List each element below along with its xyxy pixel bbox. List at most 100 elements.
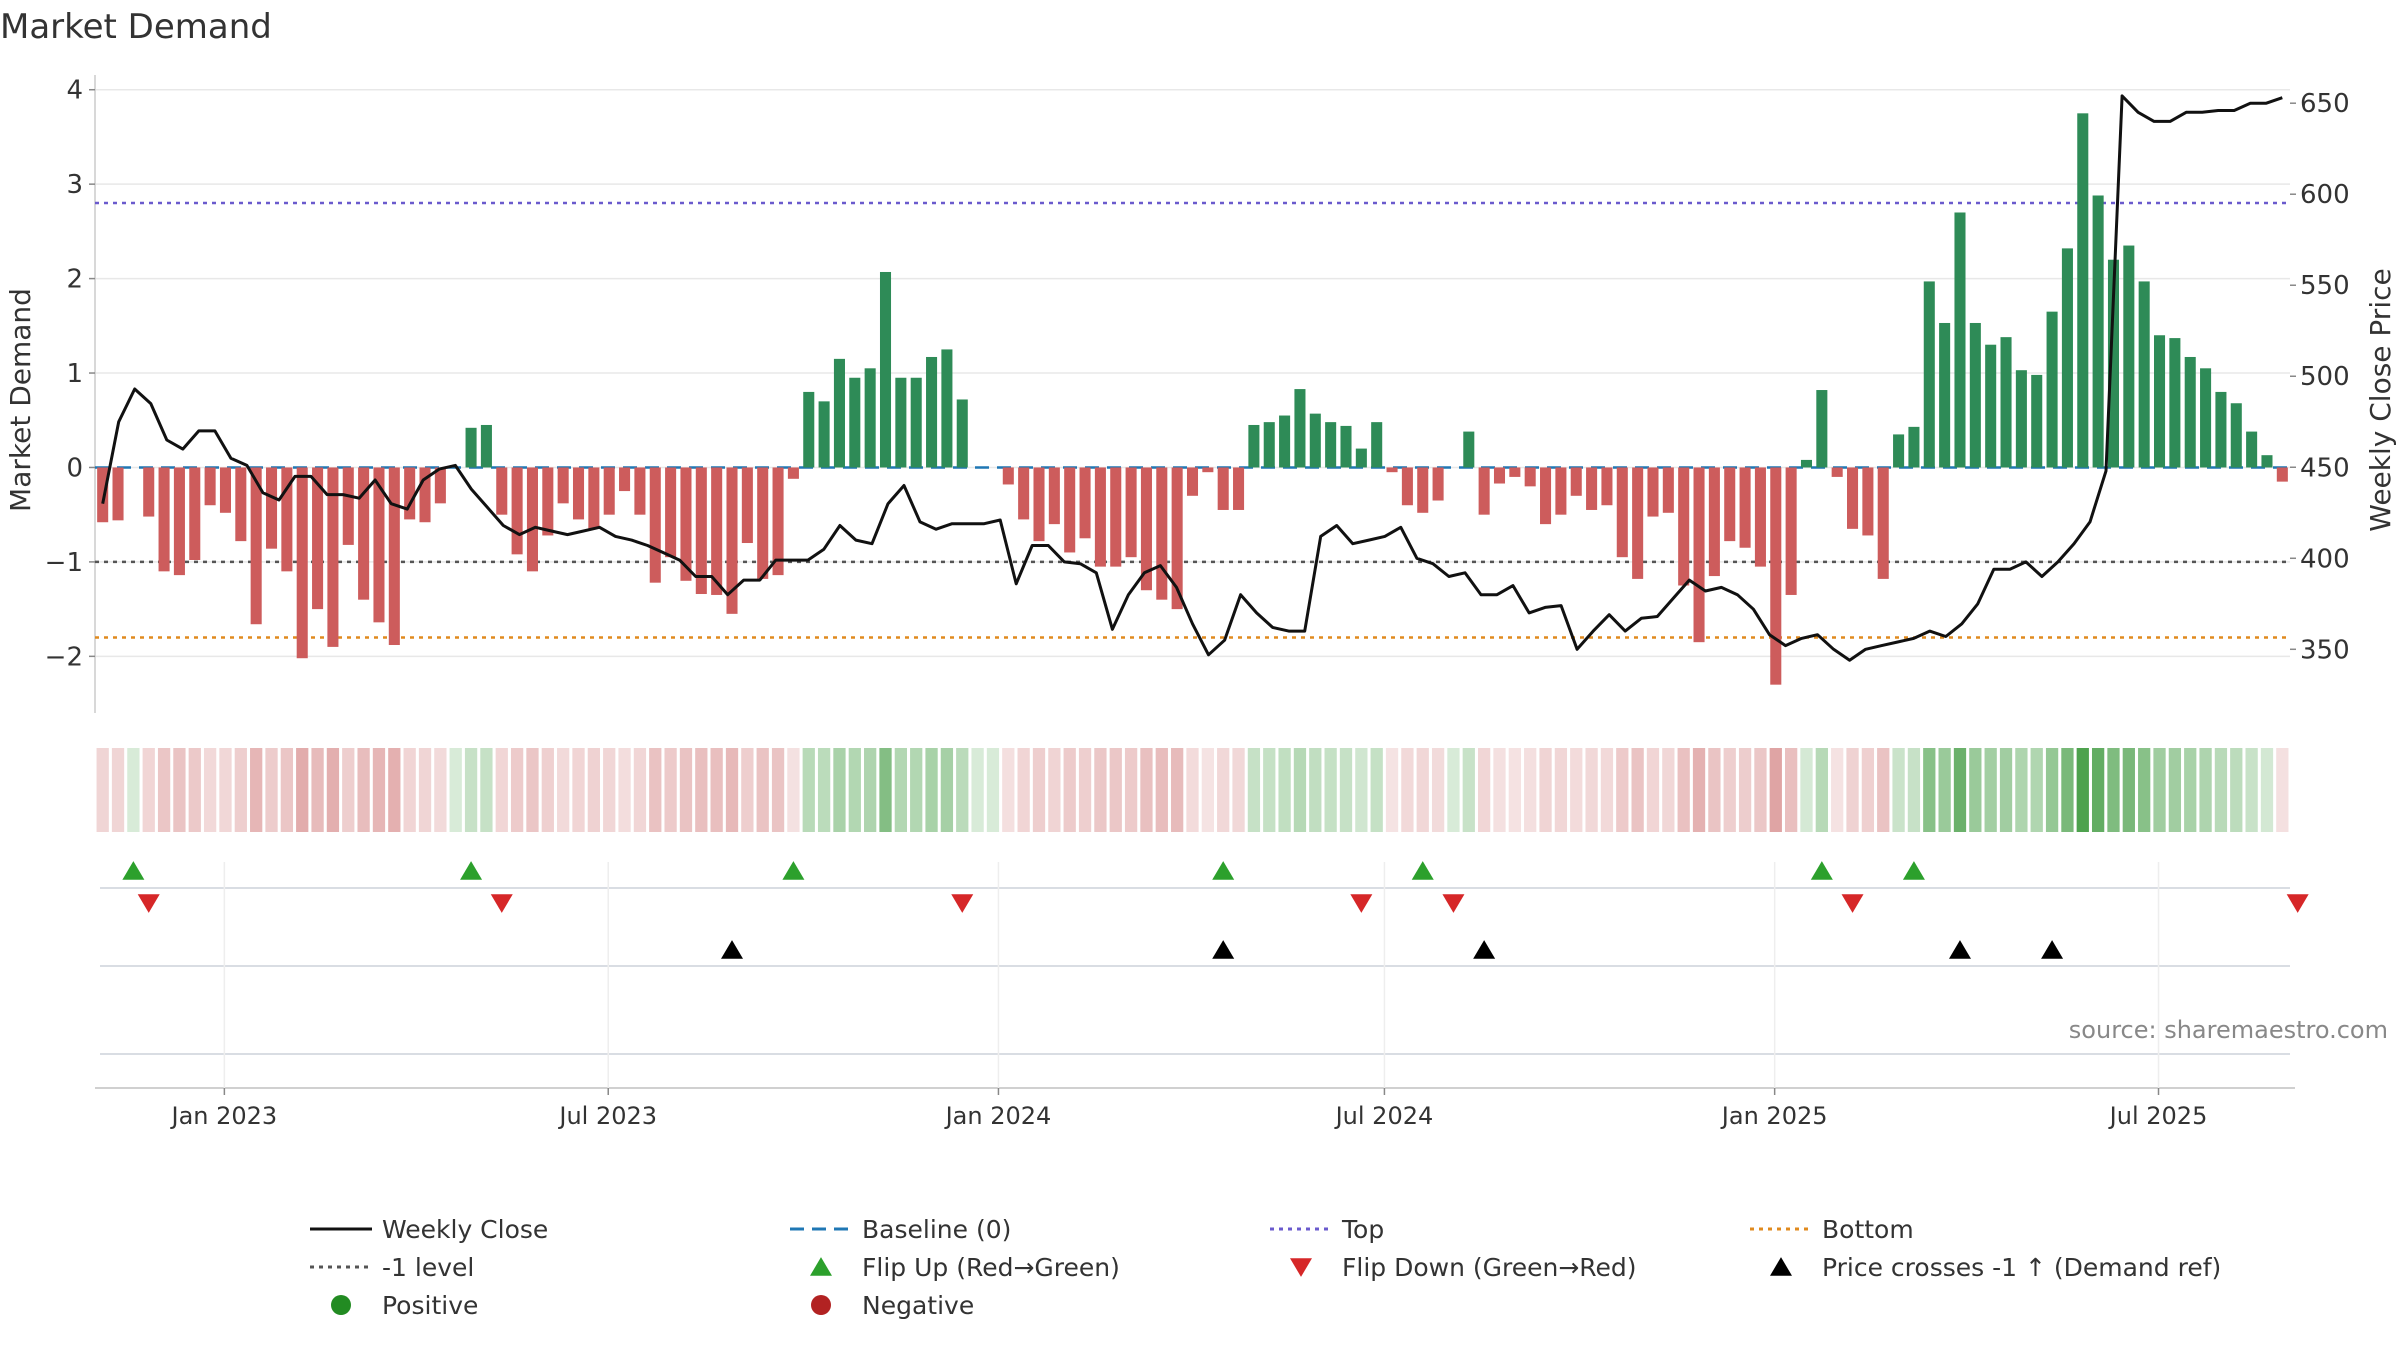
strip-cell (265, 748, 278, 832)
legend-item: -1 level (310, 1253, 474, 1282)
demand-bar-negative (496, 467, 508, 515)
strip-cell (1048, 748, 1061, 832)
demand-bar-negative (1186, 467, 1199, 496)
demand-bar-positive (2184, 356, 2196, 468)
demand-bar-negative (711, 467, 723, 595)
x-tick-label: Jul 2025 (2108, 1102, 2208, 1130)
demand-bar-negative (112, 467, 124, 521)
strip-cell (1478, 748, 1491, 832)
strip-cell (557, 748, 570, 832)
strip-cell (1616, 748, 1629, 832)
strip-cell (848, 748, 861, 832)
strip-cell (1063, 748, 1076, 832)
demand-bar-positive (833, 358, 845, 468)
demand-bar-negative (373, 467, 385, 623)
demand-bar-positive (1985, 344, 1997, 468)
demand-bar-negative (1540, 467, 1552, 525)
demand-color-strip (96, 748, 2289, 832)
strip-cell (357, 748, 370, 832)
demand-bar-negative (619, 467, 631, 492)
flip-down-marker (951, 894, 974, 913)
strip-cell (864, 748, 877, 832)
demand-bar-positive (941, 349, 953, 468)
demand-bar-positive (2061, 248, 2073, 468)
demand-bar-negative (358, 467, 370, 600)
demand-bar-negative (1754, 467, 1766, 567)
strip-cell (1094, 748, 1107, 832)
demand-bar-negative (649, 467, 661, 583)
strip-cell (1416, 748, 1429, 832)
strip-cell (2030, 748, 2043, 832)
demand-bar-negative (434, 467, 446, 504)
strip-cell (1692, 748, 1706, 832)
demand-bar-positive (465, 427, 477, 468)
strip-cell (1846, 748, 1859, 832)
demand-bar-negative (342, 467, 354, 545)
demand-bar-positive (1340, 425, 1352, 468)
demand-bar-positive (2230, 403, 2242, 468)
legend-label: Bottom (1822, 1215, 1914, 1244)
strip-cell (2199, 748, 2212, 832)
demand-bar-positive (1263, 422, 1275, 468)
strip-cell (2184, 748, 2197, 832)
strip-cell (1493, 748, 1506, 832)
strip-cell (1662, 748, 1675, 832)
demand-bar-positive (1923, 281, 1935, 468)
demand-bar-positive (910, 377, 922, 468)
demand-bar-positive (879, 271, 892, 468)
demand-bar-negative (1064, 467, 1076, 553)
demand-bar-negative (327, 467, 339, 647)
y-tick-label-left: 2 (66, 265, 83, 295)
strip-cell (1508, 748, 1521, 832)
y-tick-label-right: 450 (2300, 453, 2350, 483)
legend-item: Positive (331, 1291, 478, 1320)
weekly-close-line (101, 94, 2283, 662)
strip-cell (1032, 748, 1046, 832)
demand-bar-negative (296, 467, 308, 659)
price-cross-marker (1948, 940, 1971, 959)
y-tick-label-right: 350 (2300, 635, 2350, 665)
strip-cell (1385, 748, 1399, 832)
strip-cell (234, 748, 247, 832)
y-tick-label-left: 0 (66, 453, 83, 483)
demand-bar-negative (1693, 467, 1705, 643)
demand-bar-positive (1355, 448, 1367, 468)
strip-cell (1232, 748, 1245, 832)
flip-down-marker (1350, 894, 1373, 913)
strip-cell (1677, 748, 1690, 832)
strip-cell (2260, 748, 2274, 832)
price-cross-marker (2041, 940, 2064, 959)
demand-bar-negative (1156, 467, 1168, 600)
demand-bar-negative (1524, 467, 1536, 487)
demand-bar-negative (1570, 467, 1582, 496)
demand-bar-positive (864, 368, 876, 468)
demand-bar-positive (1279, 415, 1291, 468)
demand-bar-positive (2261, 455, 2273, 468)
demand-bar-negative (634, 467, 646, 515)
flip-up-marker (122, 861, 145, 880)
strip-cell (940, 748, 954, 832)
demand-bar-negative (757, 467, 769, 579)
legend-label: Top (1341, 1215, 1384, 1244)
strip-cell (280, 748, 294, 832)
strip-cell (1754, 748, 1767, 832)
strip-cell (127, 748, 140, 832)
demand-bar-negative (557, 467, 569, 504)
demand-bar-negative (1432, 467, 1444, 501)
strip-cell (771, 748, 785, 832)
strip-cell (1570, 748, 1583, 832)
demand-bar-negative (1632, 467, 1644, 579)
demand-bar-positive (1463, 431, 1475, 468)
demand-bar-negative (1033, 467, 1045, 542)
x-axis-ticks: Jan 2023 Jul 2023 Jan 2024 Jul 2024 Jan 2025… (170, 862, 2208, 1130)
strip-cell (541, 748, 554, 832)
y-axis-left-label: Market Demand (4, 288, 37, 512)
demand-bar-negative (281, 467, 293, 572)
demand-bar-negative (1724, 467, 1736, 542)
demand-bar-negative (1877, 467, 1889, 579)
strip-cell (1815, 748, 1828, 832)
strip-cell (2061, 748, 2074, 832)
y-tick-label-right: 600 (2300, 180, 2350, 210)
strip-cell (710, 748, 723, 832)
strip-cell (2138, 748, 2151, 832)
